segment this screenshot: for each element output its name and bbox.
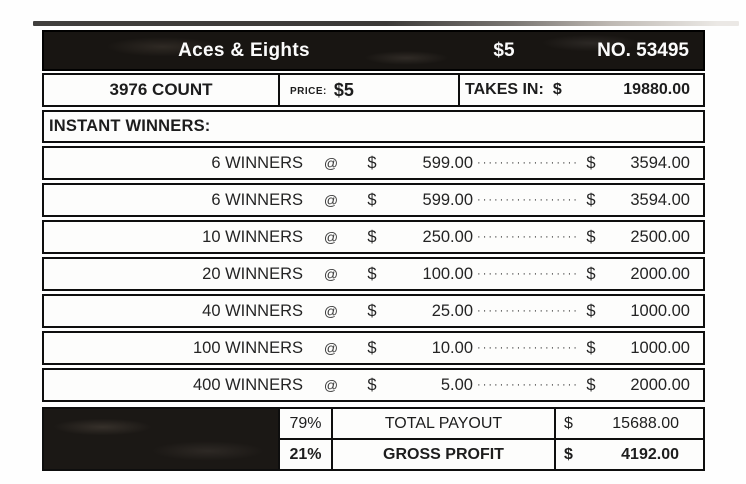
dotted-leader: ··················: [477, 268, 579, 280]
winner-count: 400 WINNERS: [192, 375, 303, 394]
payout-amount: $ 15688.00: [556, 415, 703, 433]
dotted-leader: ··················: [477, 342, 579, 354]
winner-amount-total: 1000.00: [630, 338, 690, 357]
currency-symbol: $: [367, 375, 377, 394]
winner-row: 6 WINNERS @ $ 599.00 ·················· …: [42, 183, 705, 217]
winner-amount-total: 2000.00: [630, 375, 690, 394]
dotted-leader: ··················: [477, 157, 579, 169]
winner-count: 100 WINNERS: [192, 338, 303, 357]
dotted-leader: ··················: [477, 305, 579, 317]
payout-value: 15688.00: [612, 414, 679, 432]
profit-percent: 21%: [280, 440, 333, 469]
at-symbol: @: [323, 377, 339, 393]
dotted-leader: ··················: [477, 379, 579, 391]
currency-symbol: $: [586, 227, 596, 246]
winner-amount-total: 2000.00: [630, 264, 690, 283]
form-number: NO. 53495: [597, 39, 689, 61]
at-symbol: @: [323, 192, 339, 208]
winner-amount-each: 100.00: [422, 264, 473, 283]
winner-row: 400 WINNERS @ $ 5.00 ·················· …: [42, 368, 705, 402]
winner-row: 20 WINNERS @ $ 100.00 ··················…: [42, 257, 705, 291]
count-cell: 3976 COUNT: [44, 75, 280, 105]
dotted-leader: ··················: [477, 231, 579, 243]
currency-symbol: $: [367, 264, 377, 283]
flare-card: Aces & Eights $5 NO. 53495 3976 COUNT PR…: [42, 30, 705, 471]
at-symbol: @: [323, 303, 339, 319]
game-header-bar: Aces & Eights $5 NO. 53495: [42, 30, 705, 71]
winner-amount-total: 3594.00: [630, 190, 690, 209]
takes-in-value: 19880.00: [623, 81, 690, 98]
currency-symbol: $: [586, 190, 596, 209]
winner-row: 6 WINNERS @ $ 599.00 ·················· …: [42, 146, 705, 180]
summary-row: 3976 COUNT PRICE: $5 TAKES IN: $ 19880.0…: [42, 73, 705, 107]
winner-row: 100 WINNERS @ $ 10.00 ··················…: [42, 331, 705, 365]
currency-symbol: $: [586, 375, 596, 394]
price-label: PRICE:: [290, 86, 327, 97]
winner-count: 6 WINNERS: [211, 153, 303, 172]
currency-symbol: $: [367, 227, 377, 246]
takes-in-currency: $: [552, 81, 562, 98]
count-value: 3976 COUNT: [109, 80, 213, 99]
winner-count: 20 WINNERS: [202, 264, 303, 283]
footer-black-cell: [44, 409, 280, 469]
total-payout-row: 79% TOTAL PAYOUT $ 15688.00: [280, 409, 703, 440]
at-symbol: @: [323, 340, 339, 356]
price-value: $5: [333, 79, 354, 100]
totals-footer: 79% TOTAL PAYOUT $ 15688.00 21% GROSS PR…: [42, 407, 705, 471]
winner-row: 40 WINNERS @ $ 25.00 ·················· …: [42, 294, 705, 328]
profit-label: GROSS PROFIT: [333, 440, 556, 469]
currency-symbol: $: [564, 445, 573, 463]
at-symbol: @: [323, 266, 339, 282]
winner-amount-total: 2500.00: [630, 227, 690, 246]
scan-artifact-line: [33, 21, 739, 26]
takes-in-cell: TAKES IN: $ 19880.00: [460, 75, 703, 105]
profit-amount: $ 4192.00: [556, 446, 703, 464]
payout-label: TOTAL PAYOUT: [333, 409, 556, 438]
winner-row: 10 WINNERS @ $ 250.00 ··················…: [42, 220, 705, 254]
currency-symbol: $: [586, 264, 596, 283]
winner-count: 40 WINNERS: [202, 301, 303, 320]
currency-symbol: $: [586, 153, 596, 172]
payout-percent: 79%: [280, 409, 333, 438]
profit-value: 4192.00: [621, 445, 679, 463]
currency-symbol: $: [367, 153, 377, 172]
winner-amount-each: 599.00: [422, 190, 473, 209]
dotted-leader: ··················: [477, 194, 579, 206]
currency-symbol: $: [367, 338, 377, 357]
winner-amount-each: 25.00: [431, 301, 473, 320]
footer-rows: 79% TOTAL PAYOUT $ 15688.00 21% GROSS PR…: [280, 409, 703, 469]
ticket-price: $5: [493, 39, 515, 61]
instant-winners-label: INSTANT WINNERS:: [49, 117, 211, 135]
currency-symbol: $: [367, 190, 377, 209]
winner-amount-each: 250.00: [422, 227, 473, 246]
winner-count: 10 WINNERS: [202, 227, 303, 246]
currency-symbol: $: [586, 338, 596, 357]
currency-symbol: $: [586, 301, 596, 320]
gross-profit-row: 21% GROSS PROFIT $ 4192.00: [280, 440, 703, 469]
winner-amount-each: 10.00: [431, 338, 473, 357]
instant-winners-row: INSTANT WINNERS:: [42, 110, 705, 143]
winner-amount-each: 599.00: [422, 153, 473, 172]
price-cell: PRICE: $5: [280, 75, 460, 105]
takes-in-label: TAKES IN:: [465, 81, 544, 98]
winner-count: 6 WINNERS: [211, 190, 303, 209]
winner-amount-total: 1000.00: [630, 301, 690, 320]
at-symbol: @: [323, 229, 339, 245]
currency-symbol: $: [367, 301, 377, 320]
game-title: Aces & Eights: [178, 39, 310, 61]
at-symbol: @: [323, 155, 339, 171]
currency-symbol: $: [564, 414, 573, 432]
winner-amount-each: 5.00: [440, 375, 473, 394]
winner-amount-total: 3594.00: [630, 153, 690, 172]
